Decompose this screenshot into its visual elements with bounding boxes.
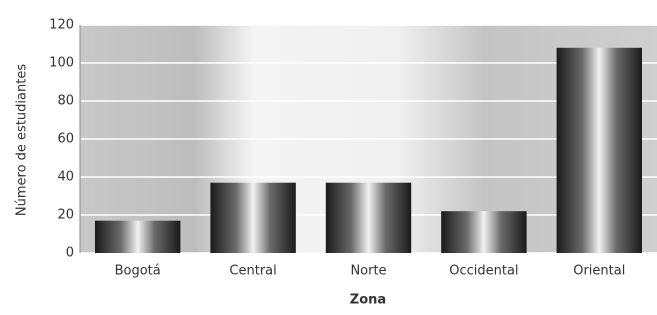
x-axis-label: Zona (350, 293, 386, 308)
y-axis-label: Número de estudiantes (15, 64, 30, 216)
x-tick-label: Occidental (449, 264, 518, 279)
x-tick-label: Norte (350, 264, 386, 279)
y-tick-label: 100 (49, 56, 74, 71)
y-tick-label: 80 (57, 94, 74, 109)
x-tick-label: Bogotá (115, 264, 161, 279)
page: Número de estudiantes Zona 0 20 40 60 80 100 1… (0, 0, 657, 315)
x-tick-label: Central (229, 264, 276, 279)
bar (95, 221, 180, 253)
bar (441, 211, 526, 253)
y-tick-label: 120 (49, 18, 74, 33)
y-tick-label: 60 (57, 132, 74, 147)
y-tick-label: 20 (57, 208, 74, 223)
x-tick-label: Oriental (573, 264, 625, 279)
y-tick-label: 0 (66, 246, 74, 261)
chart: Número de estudiantes Zona 0 20 40 60 80 100 1… (0, 0, 657, 315)
y-tick-label: 40 (57, 170, 74, 185)
bar (326, 183, 411, 253)
bar (557, 48, 642, 253)
bar (210, 183, 295, 253)
